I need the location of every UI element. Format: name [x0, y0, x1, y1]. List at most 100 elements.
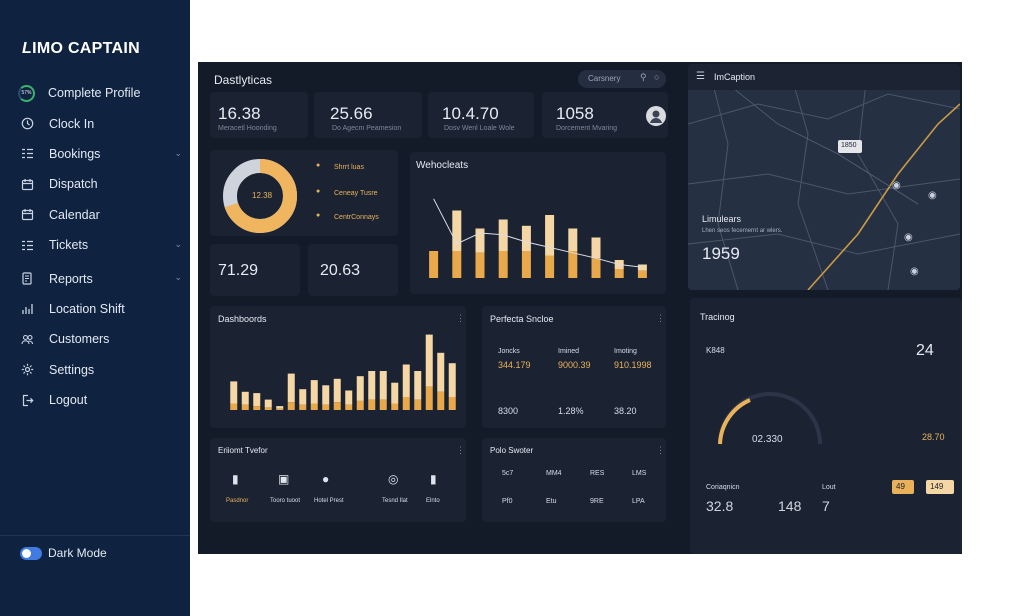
chevron-down-icon[interactable]: ⌄: [174, 147, 182, 158]
map-pin-label[interactable]: 1850: [838, 140, 862, 153]
service-label: Pasdnor: [226, 498, 249, 504]
sidebar-item-label: Calendar: [49, 207, 100, 222]
map-pin-icon[interactable]: ◉: [910, 266, 919, 277]
stats-value: 32.8: [706, 498, 734, 514]
stat-value: 71.29: [218, 262, 259, 279]
donut-arc: [223, 159, 297, 233]
bar-top: [276, 406, 284, 409]
bar-top: [264, 399, 272, 408]
sidebar-item-location-shift[interactable]: Location Shift: [0, 294, 190, 324]
bar-top: [475, 228, 485, 253]
pool-item[interactable]: Etu: [546, 498, 557, 505]
legend-label: Shrrt luas: [334, 164, 364, 171]
map-panel[interactable]: ☰ ImCaption 1850 ◉ ◉ ◉ ◉ Limulears Lhen …: [688, 64, 960, 290]
perf-value: 8300: [498, 406, 519, 416]
tracking-gauge: [718, 392, 822, 445]
brand-logo[interactable]: LIMO CAPTAIN: [22, 40, 140, 58]
sidebar-nav: 57% Complete Profile Clock In Bookings ⌄…: [0, 78, 190, 415]
bottom-stats-card: Coriaqnicn Lout 32.8 148 7: [698, 474, 868, 520]
sidebar-item-label: Logout: [49, 393, 88, 408]
perf-label: Imoting: [614, 348, 637, 355]
legend-label: CentrConnays: [334, 214, 379, 221]
more-icon[interactable]: ⋮: [456, 445, 465, 455]
progress-ring-icon: 57%: [18, 84, 35, 102]
legend-label: Ceneay Tusre: [334, 190, 378, 197]
map-background[interactable]: [688, 64, 960, 290]
bar-top: [345, 390, 353, 405]
chevron-down-icon[interactable]: ⌄: [174, 238, 182, 249]
bar-bottom: [264, 407, 272, 410]
kpi-label: Dosv Wenl Loale Wole: [444, 125, 515, 132]
bar-top: [299, 389, 307, 405]
car-icon[interactable]: ▮: [430, 472, 437, 486]
bar-bottom: [368, 399, 376, 410]
bar-bottom: [299, 404, 307, 410]
bar-bottom: [475, 252, 485, 278]
users-icon: [20, 332, 34, 346]
search-box[interactable]: Carsnery ⚲ ○: [578, 70, 666, 88]
bar-top: [425, 334, 433, 387]
pool-item[interactable]: RES: [590, 470, 605, 477]
stat-card: 71.29: [210, 244, 300, 296]
menu-icon[interactable]: ☰: [696, 71, 705, 82]
efficient-panel: Eriiomt Tvefor ⋮ ▮ ▣ ● ◎ ▮ Pasdnor Tooro…: [210, 438, 466, 522]
bar-top: [437, 352, 445, 392]
list-icon: [20, 238, 34, 252]
sidebar-item-customers[interactable]: Customers: [0, 324, 190, 354]
dark-mode-control: Dark Mode: [20, 546, 107, 560]
more-icon[interactable]: ⋮: [456, 313, 465, 323]
sidebar-item-tickets[interactable]: Tickets ⌄: [0, 230, 190, 260]
sidebar-item-dispatch[interactable]: Dispatch: [0, 169, 190, 199]
calendar-icon: [20, 208, 34, 222]
bar-top: [391, 382, 399, 404]
sidebar-item-label: Settings: [49, 362, 95, 377]
more-icon[interactable]: ⋮: [656, 445, 665, 455]
sidebar-item-logout[interactable]: Logout: [0, 385, 190, 415]
gear-icon: [20, 363, 34, 377]
chart-icon: [20, 302, 34, 316]
bar-bottom: [276, 408, 284, 410]
pool-item[interactable]: 9RE: [590, 498, 604, 505]
panel-title: Perfecta Sncloe: [490, 314, 554, 324]
service-label: Tesnd Ilat: [382, 498, 408, 504]
dark-mode-label: Dark Mode: [48, 546, 107, 560]
pool-item[interactable]: Pf0: [502, 498, 513, 505]
sidebar-item-complete-profile[interactable]: 57% Complete Profile: [0, 78, 190, 108]
sidebar-item-calendar[interactable]: Calendar: [0, 200, 190, 230]
stat-box-value: 49: [896, 482, 905, 491]
map-pin-icon[interactable]: ◉: [892, 180, 901, 191]
search-icon[interactable]: ⚲: [640, 72, 647, 82]
bar-bottom: [345, 404, 353, 410]
location-icon[interactable]: ●: [322, 472, 330, 486]
bar-bottom: [402, 397, 410, 410]
sidebar-item-bookings[interactable]: Bookings ⌄: [0, 139, 190, 169]
filter-icon[interactable]: ○: [654, 72, 660, 82]
wheel-icon[interactable]: ◎: [388, 472, 399, 486]
tracking-value: 02.330: [752, 434, 783, 445]
sidebar-item-label: Complete Profile: [48, 86, 141, 101]
dark-mode-toggle[interactable]: [20, 546, 42, 560]
donut-center: 12.38: [252, 191, 273, 200]
car-icon[interactable]: ▮: [232, 472, 239, 486]
stats-label: Lout: [822, 484, 836, 491]
pool-item[interactable]: 5c7: [502, 470, 514, 477]
chevron-down-icon[interactable]: ⌄: [174, 272, 182, 283]
bus-icon[interactable]: ▣: [278, 472, 290, 486]
stat-value: 20.63: [320, 262, 361, 279]
map-pin-icon[interactable]: ◉: [928, 190, 937, 201]
perf-value: 38.20: [614, 406, 637, 416]
legend-item: ●: [316, 188, 321, 195]
sidebar-item-clock-in[interactable]: Clock In: [0, 108, 190, 138]
logo-mark: L: [22, 40, 33, 57]
map-pin-icon[interactable]: ◉: [904, 232, 913, 243]
pool-item[interactable]: LPA: [632, 498, 645, 505]
sidebar-item-settings[interactable]: Settings: [0, 355, 190, 385]
sidebar-item-reports[interactable]: Reports ⌄: [0, 263, 190, 293]
pool-item[interactable]: MM4: [546, 470, 562, 477]
bar-top: [241, 391, 249, 405]
pool-item[interactable]: LMS: [632, 470, 647, 477]
more-icon[interactable]: ⋮: [656, 313, 665, 323]
avatar[interactable]: [646, 106, 666, 126]
sidebar-item-label: Bookings: [49, 146, 101, 161]
report-icon: [20, 272, 34, 286]
